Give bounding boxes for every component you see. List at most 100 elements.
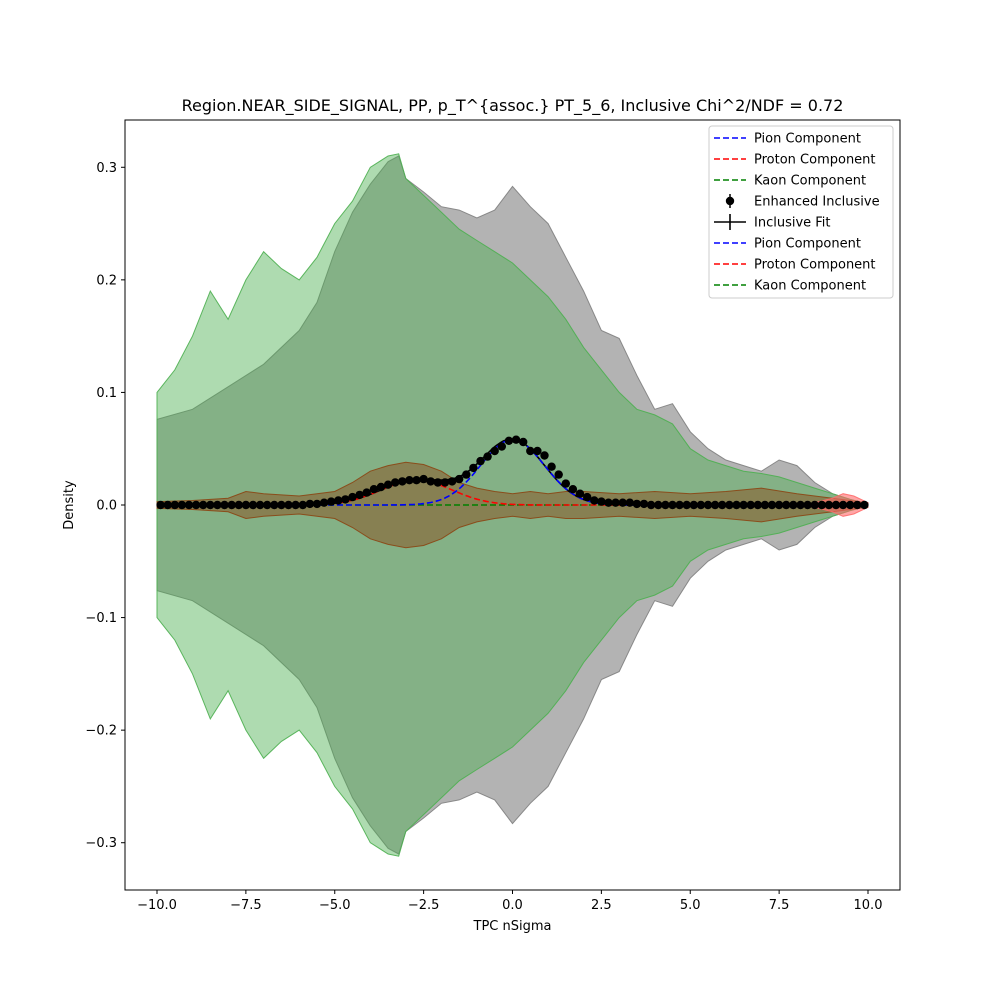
enhanced-inclusive-point xyxy=(547,462,556,471)
x-tick-label: 0.0 xyxy=(502,898,523,913)
legend: Pion Component Proton Component Kaon Compo… xyxy=(708,125,894,299)
enhanced-inclusive-point xyxy=(703,500,713,510)
legend-label: Enhanced Inclusive xyxy=(754,195,880,210)
enhanced-inclusive-point xyxy=(362,488,371,497)
enhanced-inclusive-point xyxy=(561,479,570,488)
enhanced-inclusive-point xyxy=(639,499,649,509)
enhanced-inclusive-point xyxy=(170,500,179,510)
enhanced-inclusive-point xyxy=(191,500,201,510)
legend-handle xyxy=(725,196,735,206)
enhanced-inclusive-point xyxy=(632,499,642,509)
enhanced-inclusive-point xyxy=(184,500,194,510)
enhanced-inclusive-point xyxy=(618,498,627,507)
enhanced-inclusive-point xyxy=(604,498,613,507)
x-tick-label: 7.5 xyxy=(769,898,790,913)
enhanced-inclusive-point xyxy=(575,489,585,498)
enhanced-inclusive-point xyxy=(298,500,307,510)
enhanced-inclusive-point xyxy=(675,500,684,510)
enhanced-inclusive-point xyxy=(725,500,734,510)
y-tick-label: 0.2 xyxy=(96,273,117,288)
x-tick-label: −5.0 xyxy=(319,898,351,913)
enhanced-inclusive-point xyxy=(426,477,435,486)
enhanced-inclusive-point xyxy=(490,446,499,456)
enhanced-inclusive-point xyxy=(433,478,442,487)
x-tick-label: 10.0 xyxy=(854,898,883,913)
enhanced-inclusive-point xyxy=(803,500,812,510)
enhanced-inclusive-point xyxy=(455,474,464,484)
enhanced-inclusive-point xyxy=(590,496,599,505)
x-tick-label: −10.0 xyxy=(137,898,177,913)
enhanced-inclusive-point xyxy=(668,500,677,510)
legend-entry: Kaon Component xyxy=(714,279,866,294)
enhanced-inclusive-point xyxy=(611,498,620,507)
enhanced-inclusive-point xyxy=(383,480,393,489)
enhanced-inclusive-point xyxy=(583,492,592,502)
enhanced-inclusive-point xyxy=(263,500,272,510)
enhanced-inclusive-point xyxy=(419,474,428,484)
y-tick-label: 0.3 xyxy=(96,161,117,176)
chart-title: Region.NEAR_SIDE_SIGNAL, PP, p_T^{assoc.… xyxy=(182,96,844,116)
y-tick-label: −0.2 xyxy=(85,724,117,739)
x-axis-ticks: −10.0 −7.5 −5.0 −2.5 0.0 2.5 5.0 7.5 10.0 xyxy=(137,890,882,913)
enhanced-inclusive-point xyxy=(654,500,663,510)
enhanced-inclusive-point xyxy=(376,482,386,492)
enhanced-inclusive-point xyxy=(291,500,300,510)
enhanced-inclusive-point xyxy=(391,478,400,487)
enhanced-inclusive-point xyxy=(398,477,407,486)
legend-label: Pion Component xyxy=(754,132,861,147)
y-tick-label: −0.1 xyxy=(85,611,117,626)
y-tick-label: −0.3 xyxy=(85,836,117,851)
enhanced-inclusive-point xyxy=(241,500,251,510)
enhanced-inclusive-point xyxy=(327,497,336,506)
enhanced-inclusive-point xyxy=(540,451,549,460)
enhanced-inclusive-point xyxy=(824,500,834,510)
enhanced-inclusive-markers xyxy=(156,435,869,510)
enhanced-inclusive-point xyxy=(355,490,364,500)
enhanced-inclusive-point xyxy=(504,436,514,445)
y-tick-label: 0.1 xyxy=(96,386,117,401)
legend-label: Kaon Component xyxy=(754,279,866,294)
enhanced-inclusive-point xyxy=(710,500,720,510)
enhanced-inclusive-point xyxy=(817,500,826,510)
enhanced-inclusive-point xyxy=(838,500,848,510)
enhanced-inclusive-point xyxy=(760,500,770,510)
enhanced-inclusive-point xyxy=(554,470,563,479)
enhanced-inclusive-point xyxy=(646,500,656,510)
enhanced-inclusive-point xyxy=(661,500,670,510)
enhanced-inclusive-point xyxy=(447,477,457,486)
enhanced-inclusive-point xyxy=(462,470,471,479)
enhanced-inclusive-point xyxy=(234,500,243,510)
y-axis-ticks: −0.3 −0.2 −0.1 0.0 0.1 0.2 0.3 xyxy=(85,161,125,851)
enhanced-inclusive-point xyxy=(526,446,535,456)
enhanced-inclusive-point xyxy=(774,500,784,510)
enhanced-inclusive-point xyxy=(305,499,315,509)
legend-label: Kaon Component xyxy=(754,174,866,189)
enhanced-inclusive-point xyxy=(846,500,855,510)
enhanced-inclusive-point xyxy=(284,500,293,510)
enhanced-inclusive-point xyxy=(341,495,350,504)
enhanced-inclusive-point xyxy=(597,497,606,506)
enhanced-inclusive-point xyxy=(476,456,485,466)
legend-label: Proton Component xyxy=(754,258,876,273)
enhanced-inclusive-point xyxy=(163,500,172,510)
enhanced-inclusive-point xyxy=(533,446,542,456)
enhanced-inclusive-point xyxy=(739,500,748,510)
enhanced-inclusive-point xyxy=(753,500,762,510)
enhanced-inclusive-point xyxy=(206,500,215,510)
enhanced-inclusive-point xyxy=(277,500,286,510)
enhanced-inclusive-point xyxy=(319,498,329,507)
enhanced-inclusive-point xyxy=(199,500,208,510)
x-tick-label: 5.0 xyxy=(680,898,701,913)
enhanced-inclusive-point xyxy=(746,500,755,510)
enhanced-inclusive-point xyxy=(440,478,450,487)
legend-entry: Pion Component xyxy=(714,237,861,252)
enhanced-inclusive-point xyxy=(412,476,421,485)
x-tick-label: −7.5 xyxy=(230,898,262,913)
enhanced-inclusive-point xyxy=(519,437,528,447)
legend-label: Pion Component xyxy=(754,237,861,252)
enhanced-inclusive-point xyxy=(767,500,777,510)
enhanced-inclusive-point xyxy=(682,500,691,510)
enhanced-inclusive-point xyxy=(853,500,862,510)
enhanced-inclusive-point xyxy=(789,500,798,510)
